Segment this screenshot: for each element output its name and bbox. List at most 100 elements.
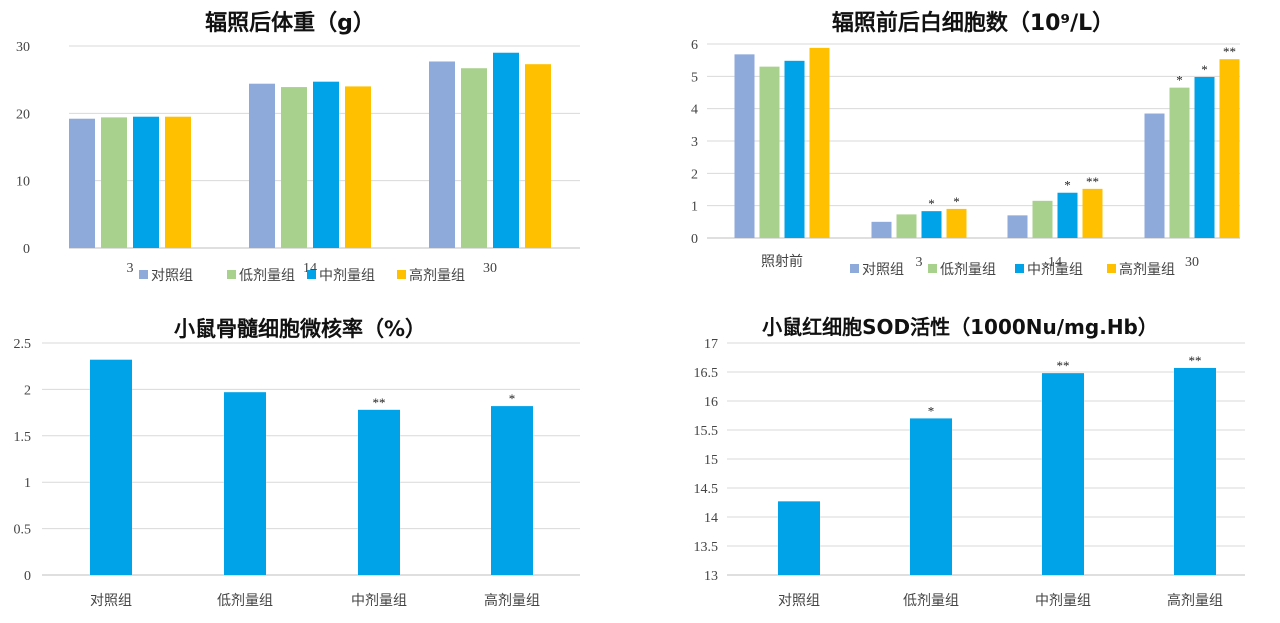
x-category-label: 中剂量组 [1035, 593, 1091, 609]
chart-sod-activity-svg: 小鼠红细胞SOD活性（1000Nu/mg.Hb） 13 13.5 14 14.5 15 15… [694, 315, 1245, 609]
bar-高剂量组-3 [165, 116, 191, 248]
bar-对照组-14 [249, 83, 275, 248]
bar-高剂量组 [491, 406, 533, 575]
bar-低剂量组-14 [281, 87, 307, 248]
legend-swatch-对照组 [139, 270, 148, 279]
y-tick-label: 6 [691, 38, 698, 53]
legend-swatch-低剂量组 [928, 264, 937, 273]
bar-低剂量组-3 [101, 117, 127, 248]
x-category-label: 对照组 [90, 593, 132, 609]
y-tick-label: 3 [691, 135, 698, 150]
y-tick-label: 1 [691, 200, 698, 215]
y-tick-label: 15.5 [694, 424, 719, 439]
x-category-label: 高剂量组 [1167, 592, 1223, 609]
legend-label: 对照组 [862, 262, 904, 278]
x-category-label: 对照组 [778, 593, 820, 609]
bar-低剂量组-30 [1169, 87, 1190, 239]
x-category-label: 3 [916, 255, 923, 270]
legend-swatch-高剂量组 [1107, 264, 1116, 273]
y-tick-label: 4 [691, 103, 698, 118]
bar-中剂量组-3 [921, 211, 942, 238]
y-tick-label: 13 [704, 569, 718, 584]
legend-label: 中剂量组 [1027, 262, 1083, 278]
y-tick-label: 2 [24, 383, 31, 398]
chart-wbc-count: 辐照前后白细胞数（10⁹/L） 0 1 2 3 4 5 6 照射前 * * 3 * ** 14 * * ** 30 对… [640, 0, 1280, 300]
y-tick-label: 14 [704, 511, 718, 526]
significance-mark: ** [1057, 358, 1070, 373]
y-tick-label: 17 [704, 337, 718, 352]
bar-低剂量组 [910, 418, 952, 575]
x-category-label: 30 [1185, 255, 1199, 270]
bar-中剂量组-14 [1057, 192, 1078, 238]
bar-对照组-3 [69, 118, 95, 248]
legend-swatch-对照组 [850, 264, 859, 273]
y-tick-label: 1 [24, 476, 31, 491]
bar-对照组-14 [1007, 215, 1028, 238]
bar-对照组-30 [1144, 113, 1165, 238]
legend-swatch-中剂量组 [307, 270, 316, 279]
bar-高剂量组 [1174, 367, 1216, 575]
bar-对照组-30 [429, 61, 455, 249]
significance-mark: ** [1086, 174, 1099, 189]
legend-label: 高剂量组 [1119, 261, 1175, 278]
bar-高剂量组-30 [1219, 59, 1240, 238]
chart-title: 辐照后体重（g） [205, 10, 375, 36]
x-category-label: 高剂量组 [484, 592, 540, 609]
x-category-label: 中剂量组 [351, 593, 407, 609]
legend-label: 低剂量组 [239, 268, 295, 284]
y-tick-label: 15 [704, 453, 718, 468]
bar-中剂量组 [1042, 373, 1084, 575]
bar-低剂量组 [224, 392, 266, 575]
bar-中剂量组-14 [313, 81, 339, 248]
x-category-label: 照射前 [761, 253, 803, 270]
legend-label: 对照组 [151, 268, 193, 284]
significance-mark: * [1064, 178, 1071, 193]
bar-中剂量组-照射前 [784, 60, 805, 239]
y-tick-label: 5 [691, 70, 698, 85]
bar-中剂量组-30 [1194, 76, 1215, 238]
bar-高剂量组-14 [1082, 188, 1103, 238]
significance-mark: ** [1223, 44, 1236, 59]
bar-对照组 [90, 359, 132, 575]
bar-低剂量组-30 [461, 68, 487, 248]
chart-micronucleus-rate-svg: 小鼠骨髓细胞微核率（%） 0 0.5 1 1.5 2 2.5 对照组 低剂量组 ** 中剂量组 * 高剂… [14, 317, 580, 609]
chart-micronucleus-rate: 小鼠骨髓细胞微核率（%） 0 0.5 1 1.5 2 2.5 对照组 低剂量组 ** 中剂量组 * 高剂… [0, 300, 640, 623]
significance-mark: ** [1189, 353, 1202, 368]
bar-高剂量组-照射前 [809, 47, 830, 238]
significance-mark: * [953, 194, 960, 209]
bar-低剂量组-3 [896, 214, 917, 238]
chart-title: 小鼠红细胞SOD活性（1000Nu/mg.Hb） [762, 315, 1158, 339]
x-category-label: 3 [127, 261, 134, 276]
significance-mark: * [928, 403, 935, 418]
legend-label: 低剂量组 [940, 262, 996, 278]
bar-对照组-照射前 [734, 54, 755, 239]
y-tick-label: 0 [23, 242, 30, 257]
legend-swatch-高剂量组 [397, 270, 406, 279]
chart-body-weight: 辐照后体重（g） 0 10 20 30 3 14 30 对照组 低剂量组 中剂量组 高剂量组 [0, 0, 640, 300]
bar-中剂量组-3 [133, 116, 159, 248]
chart-title: 辐照前后白细胞数（10⁹/L） [832, 10, 1114, 36]
x-category-label: 低剂量组 [903, 593, 959, 609]
y-tick-label: 13.5 [694, 540, 719, 555]
bar-高剂量组-14 [345, 86, 371, 249]
chart-sod-activity: 小鼠红细胞SOD活性（1000Nu/mg.Hb） 13 13.5 14 14.5 15 15… [640, 300, 1280, 623]
significance-mark: * [509, 391, 516, 406]
y-tick-label: 0 [24, 569, 31, 584]
bar-低剂量组-14 [1032, 200, 1053, 238]
y-tick-label: 10 [16, 175, 30, 190]
y-tick-label: 0 [691, 232, 698, 247]
bar-对照组 [778, 501, 820, 575]
y-tick-label: 16 [704, 395, 718, 410]
bar-低剂量组-照射前 [759, 66, 780, 238]
chart-title: 小鼠骨髓细胞微核率（%） [174, 317, 426, 341]
y-tick-label: 14.5 [694, 482, 719, 497]
significance-mark: * [928, 196, 935, 211]
legend-label: 高剂量组 [409, 267, 465, 284]
bar-中剂量组 [358, 409, 400, 575]
significance-mark: * [1201, 62, 1208, 77]
x-category-label: 30 [483, 261, 497, 276]
y-tick-label: 2.5 [14, 337, 32, 352]
y-tick-label: 20 [16, 107, 30, 122]
bar-中剂量组-30 [493, 52, 519, 248]
